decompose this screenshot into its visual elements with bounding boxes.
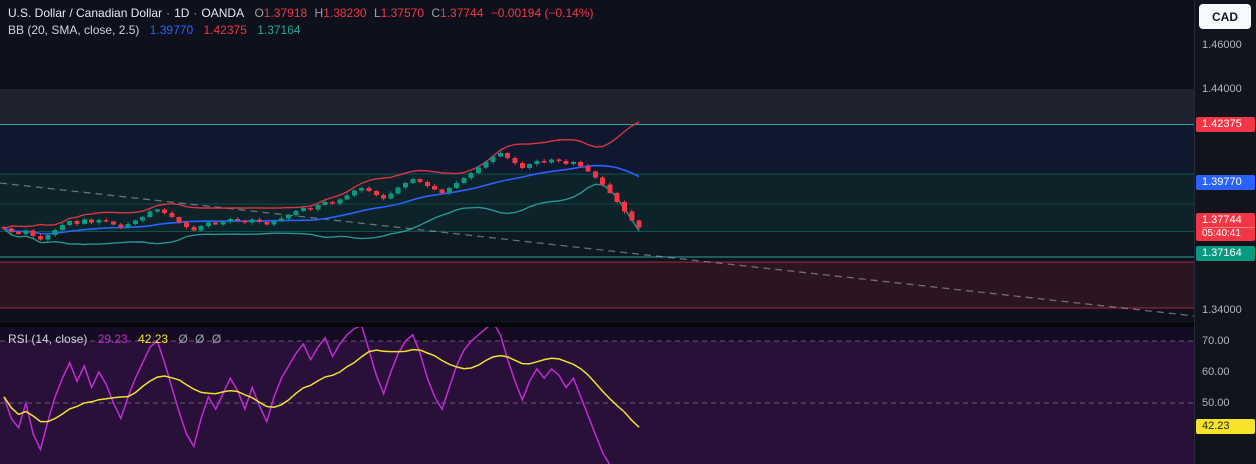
exchange-label[interactable]: OANDA (201, 6, 245, 20)
ohlc-low-value: 1.37570 (380, 6, 425, 20)
bb-lower-value: 1.37164 (257, 23, 301, 37)
price-tick-1.44000: 1.44000 (1202, 83, 1242, 96)
rsi-hidden-value: Ø (178, 332, 188, 346)
rsi-indicator-label[interactable]: RSI (14, close) (8, 332, 88, 346)
ohlc-close-value: 1.37744 (440, 6, 484, 20)
price-tick-1.46000: 1.46000 (1202, 39, 1242, 51)
price-badge-1.42375: 1.42375 (1196, 117, 1255, 133)
ohlc-low-label: L (373, 6, 381, 20)
pane-separator[interactable] (0, 323, 1194, 327)
rsi-hidden-value: Ø (195, 332, 205, 346)
bb-upper-value: 1.42375 (203, 23, 247, 37)
ohlc-open-value: 1.37918 (263, 6, 308, 20)
rsi-hidden-value: Ø (211, 332, 222, 346)
symbol-title[interactable]: U.S. Dollar / Canadian Dollar (8, 6, 163, 20)
main-chart-canvas[interactable] (0, 0, 1194, 323)
rsi-indicator-legend: RSI (14, close) 29.23 42.23 Ø Ø Ø (8, 331, 221, 348)
rsi-chart-canvas[interactable] (0, 327, 1194, 464)
price-tick-1.34000: 1.34000 (1202, 303, 1242, 316)
ohlc-high-value: 1.38230 (323, 6, 367, 20)
bb-indicator-label[interactable]: BB (20, SMA, close, 2.5) (8, 23, 140, 37)
price-badge-1.37744: 1.37744 05:40:41 (1196, 213, 1255, 242)
ohlc-close-label: C (431, 6, 441, 20)
price-tick-50.00: 50.00 (1202, 397, 1230, 409)
symbol-legend: U.S. Dollar / Canadian Dollar · 1D · OANDA O… (8, 5, 594, 22)
price-badge-42.23: 42.23 (1196, 419, 1255, 435)
separator-dot: · (193, 6, 198, 20)
price-badge-1.39770: 1.39770 (1196, 174, 1255, 190)
price-tick-60.00: 60.00 (1202, 366, 1230, 378)
ohlc-open-label: O (254, 6, 264, 20)
main-price-pane[interactable]: U.S. Dollar / Canadian Dollar · 1D · OANDA O… (0, 0, 1194, 323)
rsi-indicator-pane[interactable]: RSI (14, close) 29.23 42.23 Ø Ø Ø (0, 327, 1194, 464)
timeframe-label[interactable]: 1D (174, 6, 190, 20)
currency-axis-button[interactable]: CAD (1199, 4, 1251, 29)
price-axis[interactable]: 1.46000 1.44000 1.42375 1.39770 1.37744 05:40… (1194, 0, 1256, 464)
price-badge-1.37164: 1.37164 (1196, 246, 1255, 262)
countdown-timer: 05:40:41 (1202, 227, 1255, 240)
bb-basis-value: 1.39770 (149, 23, 194, 37)
ohlc-high-label: H (314, 6, 324, 20)
rsi-value: 29.23 (97, 332, 128, 346)
rsi-ma-value: 42.23 (138, 332, 169, 346)
price-tick-70.00: 70.00 (1202, 335, 1230, 347)
separator-dot: · (166, 6, 171, 20)
bb-indicator-legend: BB (20, SMA, close, 2.5) 1.39770 1.42375… (8, 22, 301, 39)
ohlc-change-value: −0.00194 (−0.14%) (490, 6, 594, 20)
